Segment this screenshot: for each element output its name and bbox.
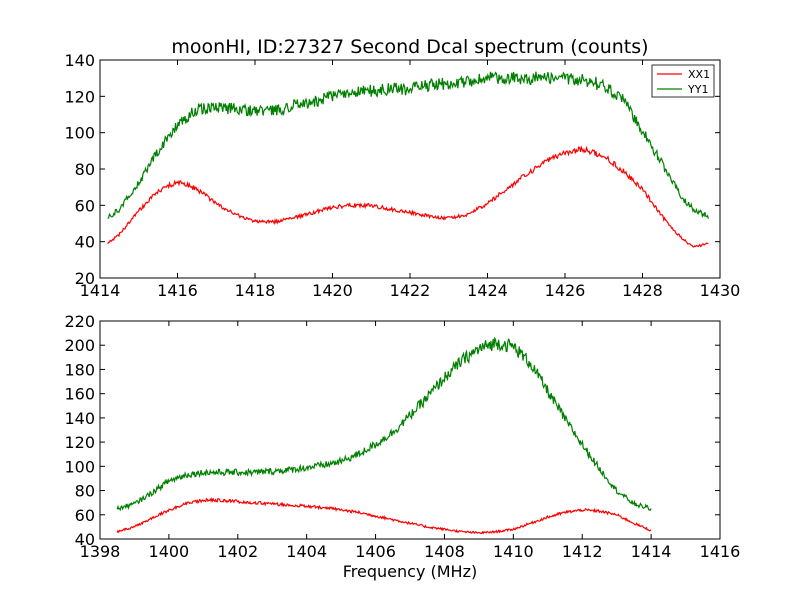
axes-frame: [99, 320, 721, 540]
y-tick-label: 80: [75, 160, 95, 179]
x-tick-label: 1426: [545, 281, 586, 300]
series-line-yy1: [107, 71, 709, 220]
x-tick-label: 1414: [631, 542, 672, 561]
y-tick-label: 120: [64, 433, 95, 452]
y-tick-label: 80: [75, 482, 95, 501]
legend-label-yy1: YY1: [687, 83, 708, 96]
series-line-green: [116, 336, 652, 512]
y-tick-label: 220: [64, 312, 95, 331]
y-tick-label: 20: [75, 269, 95, 288]
y-tick-label: 100: [64, 457, 95, 476]
y-tick-label: 40: [75, 530, 95, 549]
y-tick-label: 140: [64, 51, 95, 70]
axes-frame: [99, 59, 721, 279]
y-tick-label: 160: [64, 385, 95, 404]
y-tick-label: 40: [75, 233, 95, 252]
x-tick-label: 1416: [700, 542, 741, 561]
series-line-red: [116, 496, 652, 535]
x-tick-label: 1414: [80, 281, 121, 300]
chart-title: moonHI, ID:27327 Second Dcal spectrum (c…: [171, 36, 648, 58]
y-tick-label: 200: [64, 336, 95, 355]
x-tick-label: 1400: [149, 542, 190, 561]
x-tick-label: 1412: [562, 542, 603, 561]
x-tick-label: 1430: [700, 281, 741, 300]
bottom-panel: 1398 1400 1402 1404 1406 1408 1410 1412 1414 1416…: [64, 312, 740, 561]
legend-box: [651, 64, 715, 98]
y-tick-label: 180: [64, 360, 95, 379]
x-tick-label: 1416: [157, 281, 198, 300]
x-tick-label: 1418: [235, 281, 276, 300]
x-tick-label: 1410: [493, 542, 534, 561]
x-tick-label: 1404: [286, 542, 327, 561]
x-tick-label: 1402: [217, 542, 258, 561]
top-panel: 1414 1416 1418 1420 1422 1424 1426 1428 1430 20 40…: [64, 51, 740, 300]
series-line-xx1: [107, 145, 709, 248]
y-tick-label: 120: [64, 87, 95, 106]
x-tick-label: 1424: [467, 281, 508, 300]
legend-label-xx1: XX1: [688, 68, 710, 81]
x-tick-label: 1406: [355, 542, 396, 561]
x-tick-label: 1398: [80, 542, 121, 561]
y-tick-label: 100: [64, 124, 95, 143]
x-tick-label: 1408: [424, 542, 465, 561]
x-axis-label: Frequency (MHz): [343, 562, 477, 581]
x-tick-label: 1428: [622, 281, 663, 300]
x-tick-label: 1420: [312, 281, 353, 300]
y-tick-label: 140: [64, 409, 95, 428]
x-tick-label: 1422: [390, 281, 431, 300]
y-tick-label: 60: [75, 506, 95, 525]
y-tick-label: 60: [75, 196, 95, 215]
